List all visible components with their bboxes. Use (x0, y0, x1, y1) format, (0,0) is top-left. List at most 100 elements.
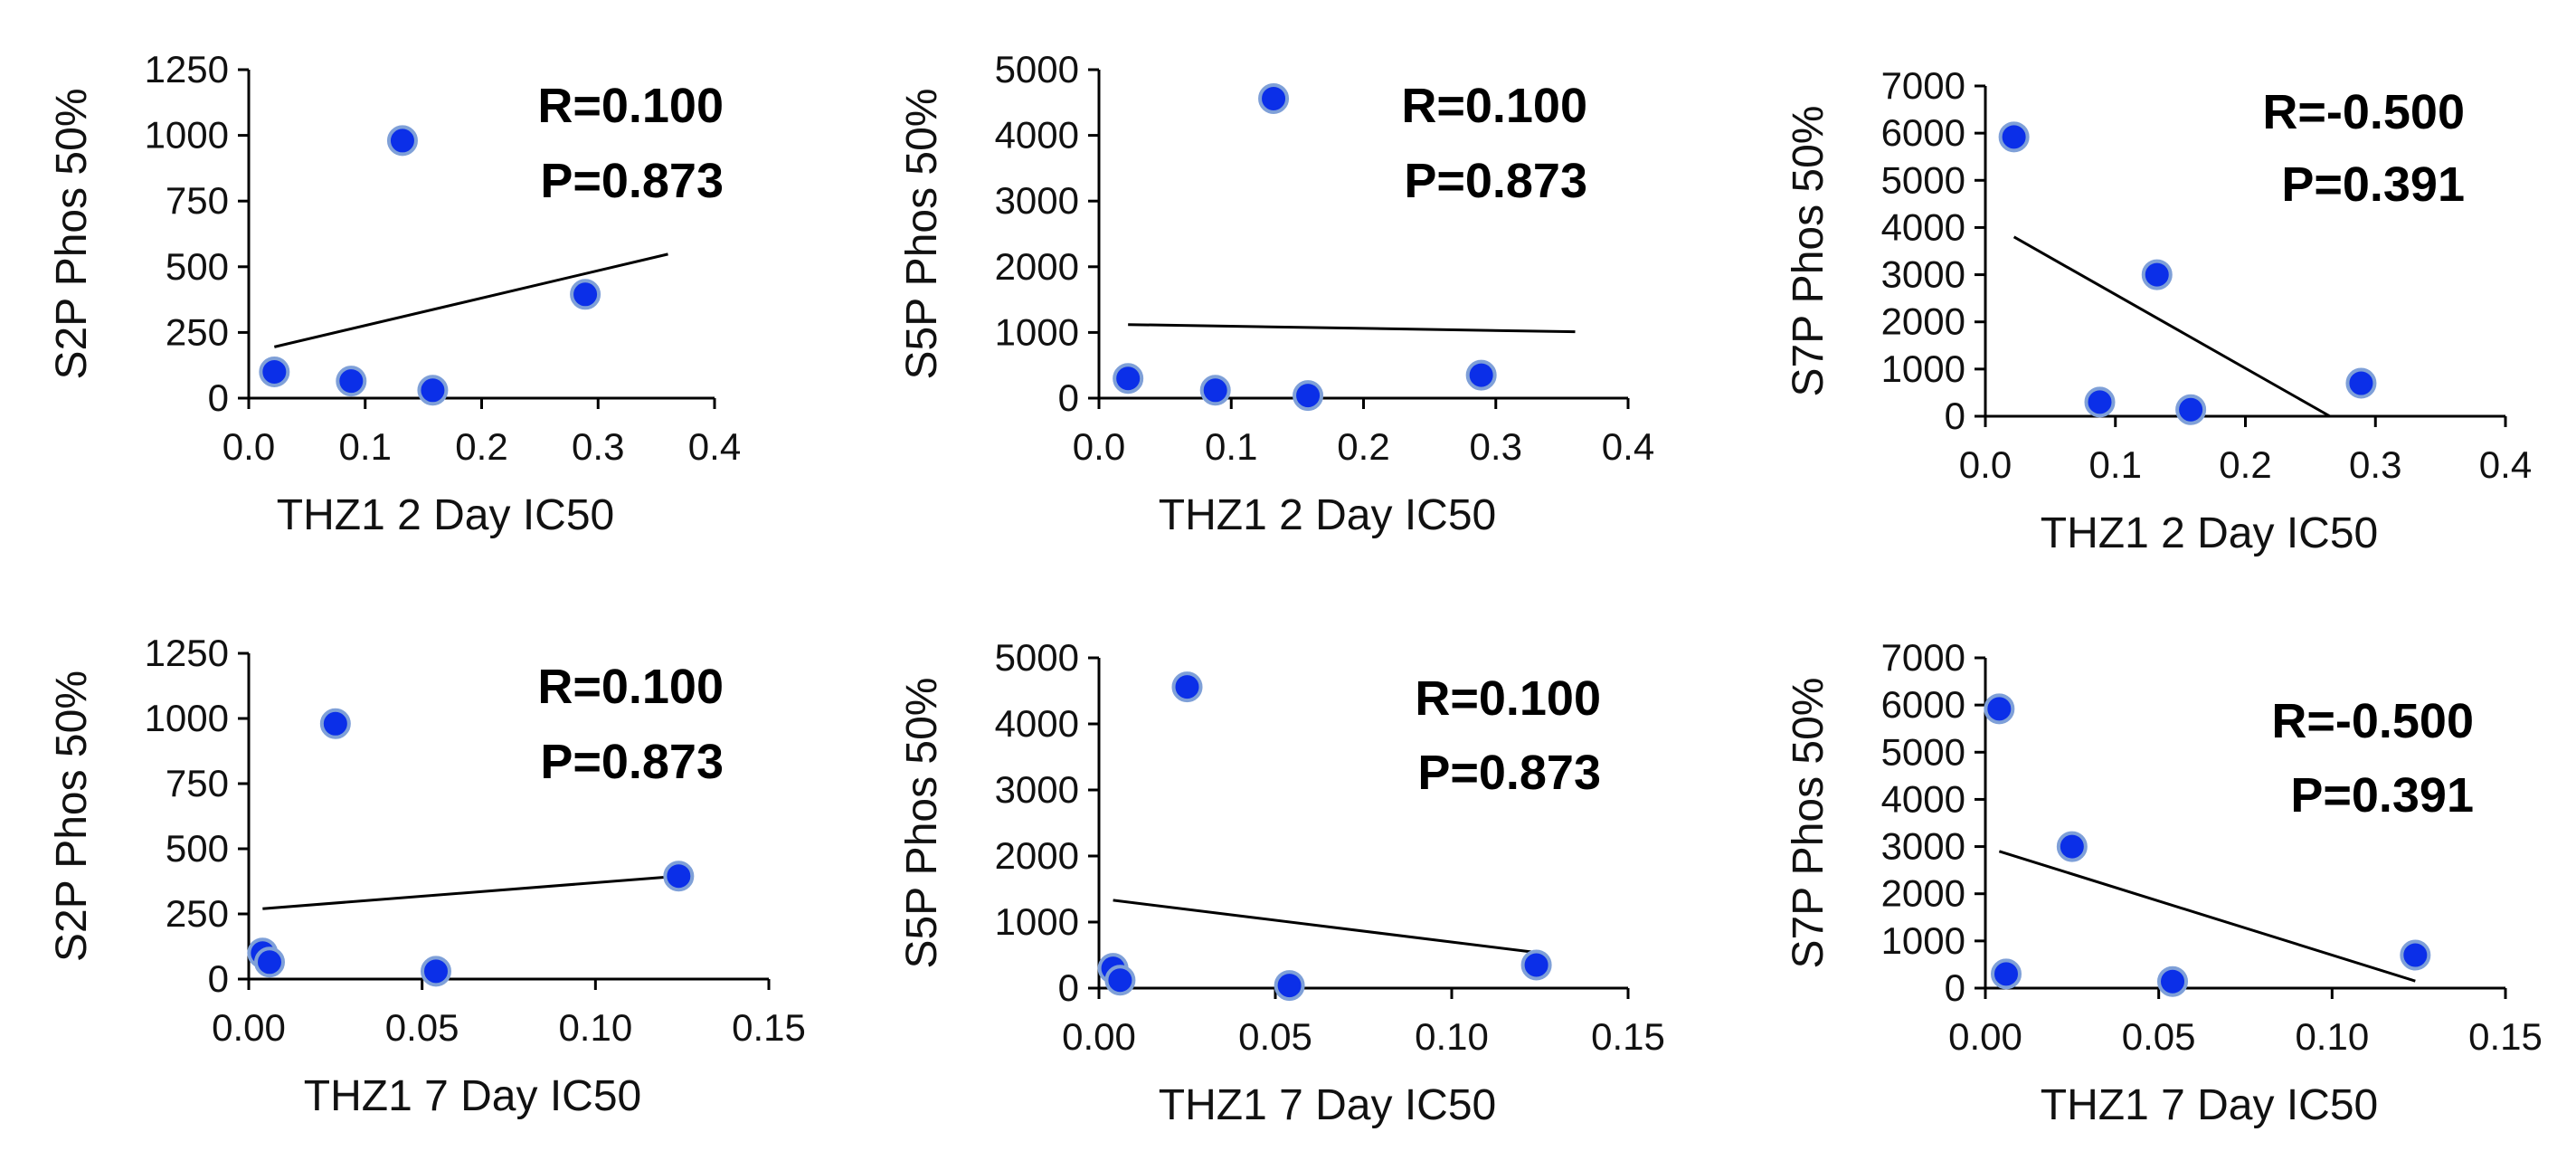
data-point (1991, 958, 2022, 990)
chart-panel-1: 0 250 500 750 1000 1250 0.0 0.1 0.2 0.3 0.4 THZ1 2 … (48, 48, 741, 539)
y-tick-label: 750 (166, 179, 229, 222)
y-axis-title: S2P Phos 50% (48, 671, 96, 962)
y-tick-label: 7000 (1881, 636, 1965, 679)
x-tick-label: 0.0 (1073, 425, 1125, 468)
r-value-label: R=0.100 (537, 660, 724, 714)
x-tick-label: 0.3 (2349, 443, 2401, 486)
y-tick-label: 1000 (995, 900, 1079, 943)
p-value-label: P=0.391 (2281, 157, 2465, 212)
data-point (1998, 121, 2030, 153)
y-tick-label: 2000 (1881, 872, 1965, 915)
data-point (1104, 965, 1136, 996)
y-tick-label: 5000 (995, 48, 1079, 90)
y-tick-label: 500 (166, 245, 229, 288)
x-tick-label: 0.10 (558, 1006, 632, 1049)
p-value-label: P=0.391 (2290, 768, 2474, 823)
y-tick-label: 250 (166, 892, 229, 935)
y-tick-label: 0 (208, 957, 229, 1000)
y-tick-label: 4000 (995, 114, 1079, 157)
x-tick-label: 0.05 (385, 1006, 459, 1049)
x-tick-label: 0.2 (1337, 425, 1389, 468)
data-point (1171, 671, 1203, 703)
y-axis-title: S7P Phos 50% (1785, 105, 1833, 396)
x-tick-label: 0.1 (2089, 443, 2142, 486)
data-point (1465, 359, 1497, 391)
chart-panel-5: 0 1000 2000 3000 4000 5000 0.00 0.05 0.10 0.15 THZ… (898, 636, 1665, 1129)
data-point (2157, 965, 2188, 997)
y-tick-label: 3000 (1881, 825, 1965, 868)
data-point (259, 356, 290, 387)
data-point (1113, 363, 1144, 395)
data-point (2056, 831, 2088, 862)
y-tick-label: 750 (166, 762, 229, 804)
data-point (2400, 939, 2431, 971)
x-tick-label: 0.1 (339, 425, 392, 468)
data-point (1199, 375, 1231, 406)
y-tick-label: 4000 (1881, 205, 1965, 248)
data-point (2345, 367, 2377, 399)
r-value-label: R=-0.500 (2262, 85, 2465, 139)
trend-line (273, 252, 668, 348)
y-tick-label: 6000 (1881, 683, 1965, 726)
r-value-label: R=0.100 (537, 79, 724, 133)
y-tick-label: 0 (1945, 395, 1965, 437)
chart-panel-4: 0 250 500 750 1000 1250 0.00 0.05 0.10 0.15 THZ1 7… (48, 632, 806, 1120)
y-tick-label: 0 (1058, 966, 1079, 1009)
x-tick-label: 0.15 (1591, 1015, 1665, 1058)
x-axis-title: THZ1 7 Day IC50 (2041, 1081, 2378, 1129)
y-tick-label: 1250 (145, 48, 229, 90)
x-axis-title: THZ1 7 Day IC50 (304, 1072, 641, 1120)
y-tick-label: 2000 (995, 245, 1079, 288)
y-tick-label: 3000 (1881, 253, 1965, 296)
data-point (2141, 259, 2173, 290)
y-tick-label: 0 (1058, 376, 1079, 419)
x-axis-title: THZ1 2 Day IC50 (1159, 491, 1496, 539)
x-tick-label: 0.10 (2295, 1015, 2369, 1058)
data-point (1520, 949, 1552, 981)
p-value-label: P=0.873 (540, 735, 724, 789)
data-point (570, 279, 601, 310)
data-point (1274, 970, 1305, 1002)
y-tick-label: 1000 (1881, 347, 1965, 390)
chart-panel-2: 0 1000 2000 3000 4000 5000 0.0 0.1 0.2 0.3 0.4 THZ1… (898, 48, 1654, 539)
x-tick-label: 0.05 (1238, 1015, 1312, 1058)
x-tick-label: 0.00 (212, 1006, 286, 1049)
y-tick-label: 3000 (995, 179, 1079, 222)
y-axis-title: S2P Phos 50% (48, 88, 96, 379)
x-tick-label: 0.10 (1415, 1015, 1489, 1058)
trend-line (1998, 850, 2416, 983)
y-axis-title: S5P Phos 50% (898, 677, 946, 968)
y-tick-label: 6000 (1881, 111, 1965, 154)
x-tick-label: 0.3 (1470, 425, 1522, 468)
y-tick-label: 0 (1945, 966, 1965, 1009)
y-tick-label: 4000 (1881, 777, 1965, 820)
y-tick-label: 1000 (145, 114, 229, 157)
data-point (319, 708, 351, 739)
y-tick-label: 5000 (1881, 730, 1965, 773)
x-tick-label: 0.0 (223, 425, 275, 468)
r-value-label: R=0.100 (1415, 671, 1601, 726)
x-axis-title: THZ1 2 Day IC50 (2041, 509, 2378, 557)
x-tick-label: 0.15 (732, 1006, 806, 1049)
y-tick-label: 1000 (995, 310, 1079, 353)
y-axis-title: S5P Phos 50% (898, 88, 946, 379)
x-tick-label: 0.3 (572, 425, 624, 468)
x-tick-label: 0.4 (688, 425, 741, 468)
p-value-label: P=0.873 (540, 154, 724, 208)
y-tick-label: 1000 (1881, 919, 1965, 962)
x-tick-label: 0.15 (2468, 1015, 2543, 1058)
data-point (1293, 380, 1324, 412)
y-tick-label: 1250 (145, 632, 229, 674)
data-point (2084, 386, 2116, 418)
trend-line (262, 874, 679, 910)
y-tick-label: 250 (166, 310, 229, 353)
x-tick-label: 0.4 (2479, 443, 2532, 486)
trend-line (1128, 323, 1576, 334)
y-tick-label: 5000 (1881, 158, 1965, 201)
y-tick-label: 4000 (995, 702, 1079, 745)
y-axis-title: S7P Phos 50% (1785, 677, 1833, 968)
data-point (254, 946, 285, 978)
data-point (386, 125, 418, 157)
